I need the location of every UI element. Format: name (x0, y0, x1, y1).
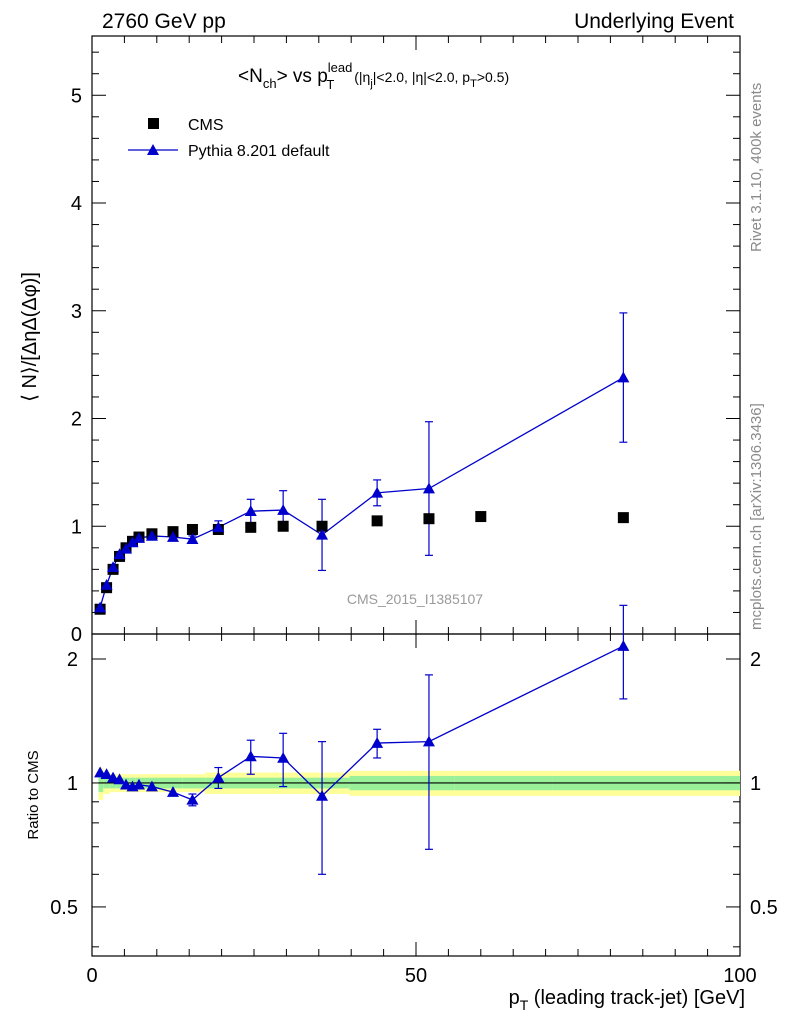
x-tick-label: 100 (723, 965, 756, 987)
pythia-point (244, 505, 257, 516)
pythia-point (422, 482, 435, 494)
ratio-pythia-point (316, 789, 329, 801)
title-part: |<2.0, |η|<2.0, p (373, 69, 471, 85)
mcplots-label: mcplots.cern.ch [arXiv:1306.3436] (748, 403, 765, 630)
pythia-point (186, 533, 199, 544)
legend-cms-label: CMS (188, 117, 224, 134)
main-y-tick-label: 2 (71, 409, 82, 431)
title-subscript: T (326, 77, 334, 92)
x-label-subscript: T (520, 997, 529, 1013)
ratio-y-tick-label-right: 2 (750, 649, 761, 671)
pythia-point (100, 578, 113, 590)
pythia-point (126, 536, 139, 548)
ratio-y-tick-label: 1 (67, 773, 78, 795)
legend: CMS Pythia 8.201 default (128, 117, 330, 160)
cms-point (186, 523, 198, 535)
ratio-band (98, 767, 740, 800)
pythia-point (167, 531, 179, 542)
title-subscript: ch (263, 76, 277, 91)
pythia-point (617, 371, 630, 383)
main-panel-title: <Nch> vs plead T (|ηj|<2.0, |η|<2.0, pT>0… (238, 60, 509, 92)
legend-cms-marker (148, 118, 159, 129)
cms-point (475, 511, 487, 523)
main-ticks: 0 1 2 3 4 5 (71, 36, 741, 646)
ratio-pythia-point (145, 780, 158, 792)
ratio-pythia-point (113, 773, 126, 785)
pythia-point (371, 486, 384, 498)
title-part: > vs p (277, 66, 328, 87)
analysis-watermark: CMS_2015_I1385107 (347, 591, 483, 607)
rivet-label: Rivet 3.1.10, 400k events (748, 83, 765, 252)
ratio-ticks: 0.5 0.5 1 1 2 2 0 50 100 (50, 634, 778, 987)
legend-pythia-marker (147, 144, 159, 155)
pythia-point (120, 542, 133, 554)
ratio-data (94, 604, 630, 875)
pythia-point (145, 529, 158, 541)
cms-point (245, 521, 257, 533)
ratio-y-tick-label: 2 (67, 649, 78, 671)
title-subscript: T (470, 78, 477, 90)
pythia-point (113, 548, 126, 560)
main-y-tick-label: 0 (71, 624, 82, 646)
legend-pythia-label: Pythia 8.201 default (188, 143, 330, 160)
cms-point (277, 520, 289, 532)
cms-point (316, 520, 328, 532)
cms-point (423, 513, 435, 525)
header-right: Underlying Event (574, 10, 734, 33)
x-tick-label: 0 (86, 965, 97, 987)
main-y-tick-label: 4 (71, 193, 82, 215)
header-left: 2760 GeV pp (102, 10, 226, 33)
pythia-point (316, 528, 329, 540)
x-axis-label: pT (leading track-jet) [GeV] (509, 987, 745, 1013)
pythia-point (94, 601, 107, 613)
ratio-pythia-point (100, 768, 113, 780)
main-y-tick-label: 3 (71, 301, 82, 323)
pythia-point (277, 504, 290, 515)
cms-point (371, 515, 383, 527)
pythia-point (212, 521, 225, 533)
title-part: <N (238, 66, 263, 87)
main-y-tick-label: 5 (71, 85, 82, 107)
ratio-pythia-point (212, 771, 225, 783)
ratio-pythia-point (422, 735, 435, 747)
title-subscript: j (369, 78, 372, 90)
pythia-point (107, 561, 120, 572)
ratio-pythia-point (132, 778, 145, 790)
title-part: >0.5) (477, 69, 509, 85)
x-label-part: p (509, 987, 520, 1009)
ratio-pythia-point (371, 737, 384, 748)
ratio-y-tick-label-right: 0.5 (750, 897, 778, 919)
main-y-tick-label: 1 (71, 516, 82, 538)
ratio-pythia-point (186, 793, 199, 805)
main-y-label: ⟨ N⟩/[ΔηΔ(Δφ)] (19, 272, 41, 402)
x-tick-label: 50 (405, 965, 427, 987)
ratio-y-label: Ratio to CMS (25, 750, 42, 839)
ratio-y-tick-label-right: 1 (750, 773, 761, 795)
ratio-pythia-point (277, 751, 290, 763)
main-data (94, 312, 630, 615)
ratio-pythia-point (617, 640, 630, 651)
pythia-point (132, 532, 145, 543)
title-part: (|η (350, 69, 370, 85)
pythia-line (99, 376, 624, 608)
ratio-pythia-point (244, 750, 257, 762)
title-superscript: lead (328, 60, 353, 75)
cms-point (617, 512, 629, 524)
ratio-y-tick-label: 0.5 (50, 897, 78, 919)
x-label-part: (leading track-jet) [GeV] (528, 987, 745, 1009)
ratio-pythia-point (167, 786, 179, 797)
